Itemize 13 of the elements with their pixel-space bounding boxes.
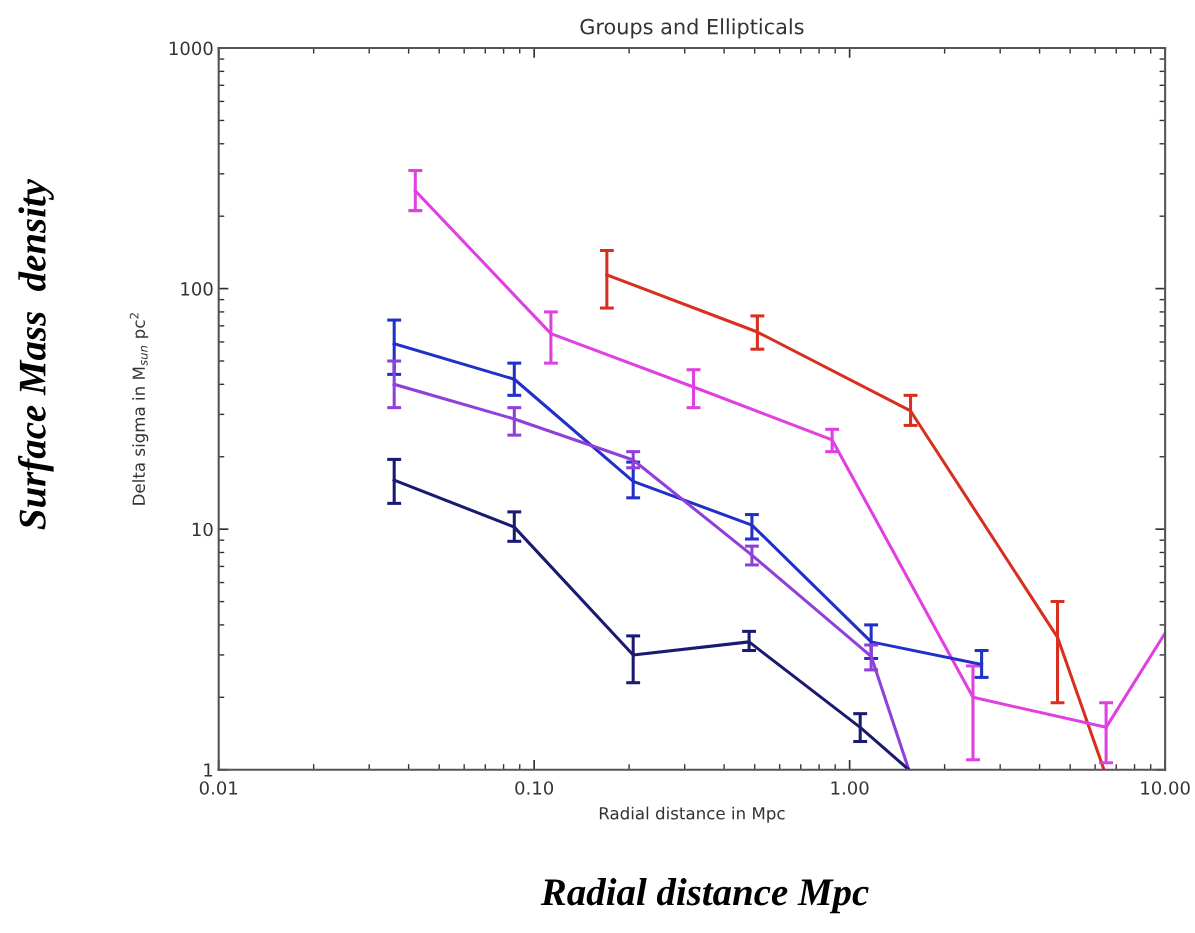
x-axis-title: Radial distance in Mpc xyxy=(599,806,785,823)
x-tick-label: 1.00 xyxy=(831,781,869,795)
x-tick-label: 10.00 xyxy=(1141,781,1190,795)
y-tick-label: 10 xyxy=(192,522,213,537)
x-tick-label: 0.01 xyxy=(199,781,238,795)
y-axis-title: Delta sigma in M$_{sun}$ pc$^{2}$ xyxy=(129,313,149,505)
text: Surface Mass density xyxy=(17,178,54,530)
y-tick-label: 1 xyxy=(204,763,213,777)
chart-title: Groups and Ellipticals xyxy=(580,18,804,39)
text: Radial distance Mpc xyxy=(540,878,869,914)
y-tick-label: 1000 xyxy=(169,41,213,56)
x-tick-label: 0.10 xyxy=(515,781,554,795)
y-tick-label: 100 xyxy=(181,282,213,296)
